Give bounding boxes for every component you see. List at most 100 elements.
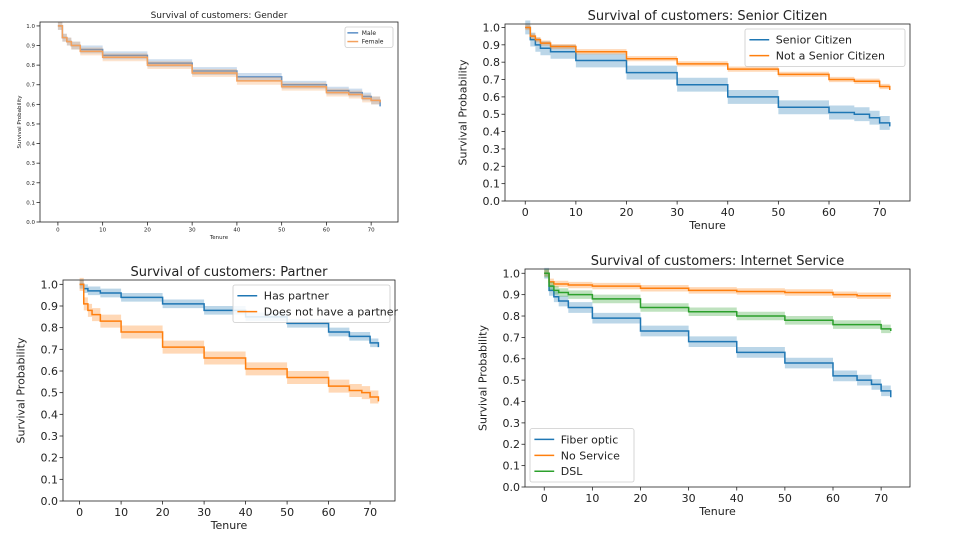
series-line-senior-citizen: [525, 26, 891, 127]
legend-box: [744, 28, 906, 67]
y-tick-label: 0.1: [26, 200, 35, 206]
y-tick-label: 0.6: [483, 91, 501, 104]
series-line-no-service: [544, 272, 891, 297]
x-tick-label: 0: [522, 206, 529, 219]
chart-partner: 0 10 20 30 40 50 60 70 0.0 0.1 0.2 0.3 0.4 0.5 0.6 0.7 0…: [15, 265, 399, 532]
x-axis-label: Tenure: [210, 519, 248, 532]
x-tick-label: 30: [189, 228, 196, 234]
x-tick-label: 50: [278, 228, 285, 234]
y-tick-label: 0.4: [41, 408, 59, 421]
band-no-service: [544, 270, 891, 299]
x-tick-label: 20: [156, 506, 170, 519]
x-tick-label: 60: [323, 228, 330, 234]
x-axis-label: Tenure: [209, 235, 229, 241]
y-tick-label: 0.1: [41, 473, 59, 486]
y-tick-label: 0.8: [503, 310, 521, 323]
x-tick-label: 60: [322, 506, 336, 519]
x-axis-label: Tenure: [698, 505, 736, 518]
chart-title: Survival of customers: Internet Service: [591, 254, 845, 269]
plot-frame: [39, 21, 399, 223]
x-axis-label: Tenure: [688, 219, 726, 232]
y-tick-label: 0.1: [483, 178, 501, 191]
y-tick-label: 0.9: [26, 44, 35, 50]
y-tick-label: 0.1: [503, 460, 521, 473]
x-tick-label: 30: [682, 492, 696, 505]
x-tick-label: 60: [826, 492, 840, 505]
chart-senior-citizen: 0 10 20 30 40 50 60 70 0.0 0.1 0.2 0.3 0.4 0.5 0.6 0.7 0…: [457, 9, 911, 232]
y-tick-label: 0.8: [483, 56, 501, 69]
y-tick-label: 0.5: [503, 374, 521, 387]
legend-label: Does not have a partner: [264, 306, 399, 319]
series-line-has-partner: [79, 283, 380, 348]
plot-frame: [62, 279, 396, 502]
y-tick-label: 0.3: [483, 143, 501, 156]
y-tick-label: 0.0: [41, 495, 59, 508]
y-tick-label: 0.7: [483, 73, 501, 86]
y-tick-label: 0.9: [483, 39, 501, 52]
x-tick-label: 70: [363, 506, 377, 519]
legend: Has partner Does not have a partner: [232, 284, 399, 323]
y-tick-label: 0.6: [26, 102, 35, 108]
legend-box: [232, 284, 391, 323]
series-line-fiber-optic: [544, 272, 892, 398]
x-tick-label: 20: [620, 206, 634, 219]
legend-label: Has partner: [264, 290, 330, 303]
band-dsl: [544, 269, 891, 336]
y-tick-label: 0.5: [483, 108, 501, 121]
y-tick-label: 0.9: [503, 289, 521, 302]
x-tick-label: 20: [634, 492, 648, 505]
x-tick-label: 30: [670, 206, 684, 219]
x-tick-label: 0: [56, 228, 60, 234]
chart-title: Survival of customers: Gender: [151, 11, 288, 21]
series-line-female: [57, 25, 381, 103]
band-senior-citizen: [525, 20, 890, 134]
band-does-not-have-a-partner: [79, 277, 379, 408]
y-tick-label: 0.3: [41, 430, 59, 443]
y-axis-label: Survival Probability: [477, 325, 490, 431]
x-tick-label: 0: [76, 506, 83, 519]
y-tick-label: 0.4: [26, 142, 35, 148]
chart-gender: 0 10 20 30 40 50 60 70 0.0 0.1 0.2 0.3 0.4 0.5 0.6 0.7 0…: [17, 11, 399, 241]
x-tick-label: 40: [730, 492, 744, 505]
series-line-does-not-have-a-partner: [79, 283, 380, 402]
y-tick-label: 0.4: [503, 395, 521, 408]
legend-label: Not a Senior Citizen: [776, 50, 885, 63]
x-tick-label: 40: [233, 228, 240, 234]
x-tick-label: 10: [99, 228, 106, 234]
y-tick-label: 0.8: [41, 322, 59, 335]
chart-title: Survival of customers: Partner: [131, 265, 329, 280]
x-tick-label: 70: [873, 206, 887, 219]
y-tick-label: 0.2: [26, 181, 35, 187]
legend: Male Female: [344, 26, 394, 48]
y-axis-label: Survival Probability: [15, 337, 28, 443]
x-tick-label: 60: [822, 206, 836, 219]
legend: Senior Citizen Not a Senior Citizen: [744, 28, 906, 67]
y-tick-label: 1.0: [26, 24, 35, 30]
x-tick-label: 20: [144, 228, 151, 234]
plot-frame: [524, 268, 911, 488]
x-tick-label: 40: [721, 206, 735, 219]
band-male: [57, 22, 381, 111]
x-tick-label: 40: [239, 506, 253, 519]
legend: Fiber optic No Service DSL: [529, 428, 635, 483]
y-tick-label: 1.0: [503, 267, 521, 280]
band-not-a-senior-citizen: [525, 24, 890, 93]
x-tick-label: 50: [280, 506, 294, 519]
y-tick-label: 1.0: [483, 21, 501, 34]
y-tick-label: 0.3: [26, 161, 35, 167]
x-tick-label: 10: [114, 506, 128, 519]
plot-area: [40, 22, 398, 222]
y-axis-label: Survival Probability: [457, 59, 470, 165]
y-tick-label: 0.7: [26, 83, 35, 89]
y-tick-label: 0.9: [41, 300, 59, 313]
y-tick-label: 0.5: [41, 387, 59, 400]
plot-frame: [504, 23, 911, 202]
legend-label: Senior Citizen: [776, 34, 852, 47]
x-tick-label: 50: [778, 492, 792, 505]
x-tick-label: 30: [197, 506, 211, 519]
y-tick-label: 0.2: [41, 452, 59, 465]
x-tick-label: 50: [771, 206, 785, 219]
legend-label: Male: [362, 30, 377, 37]
chart-title: Survival of customers: Senior Citizen: [588, 9, 828, 24]
y-tick-label: 0.0: [503, 481, 521, 494]
